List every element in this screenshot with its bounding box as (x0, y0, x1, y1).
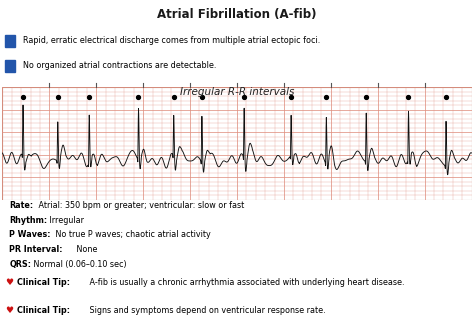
Text: A-fib is usually a chronic arrhythmia associated with underlying heart disease.: A-fib is usually a chronic arrhythmia as… (87, 277, 405, 287)
Text: QRS:: QRS: (9, 260, 31, 269)
Text: Normal (0.06–0.10 sec): Normal (0.06–0.10 sec) (31, 260, 127, 269)
Text: Clinical Tip:: Clinical Tip: (17, 277, 70, 287)
Text: Signs and symptoms depend on ventricular response rate.: Signs and symptoms depend on ventricular… (87, 306, 326, 315)
Text: Irregular: Irregular (47, 215, 84, 225)
Bar (5, 60, 15, 72)
Text: Atrial: 350 bpm or greater; ventricular: slow or fast: Atrial: 350 bpm or greater; ventricular:… (36, 200, 245, 210)
Text: Atrial Fibrillation (A-fib): Atrial Fibrillation (A-fib) (157, 8, 317, 22)
Text: Clinical Tip:: Clinical Tip: (17, 306, 70, 315)
Text: Rhythm:: Rhythm: (9, 215, 47, 225)
Text: No true P waves; chaotic atrial activity: No true P waves; chaotic atrial activity (53, 230, 210, 239)
Bar (5, 35, 15, 47)
Text: Rapid, erratic electrical discharge comes from multiple atrial ectopic foci.: Rapid, erratic electrical discharge come… (23, 36, 320, 45)
Text: None: None (74, 245, 98, 254)
Text: No organized atrial contractions are detectable.: No organized atrial contractions are det… (23, 61, 216, 70)
Text: ♥: ♥ (5, 277, 13, 287)
Text: Rate:: Rate: (9, 200, 34, 210)
Text: Irregular R-R intervals: Irregular R-R intervals (180, 87, 294, 97)
Text: P Waves:: P Waves: (9, 230, 51, 239)
Text: ♥: ♥ (5, 306, 13, 315)
Text: PR Interval:: PR Interval: (9, 245, 63, 254)
